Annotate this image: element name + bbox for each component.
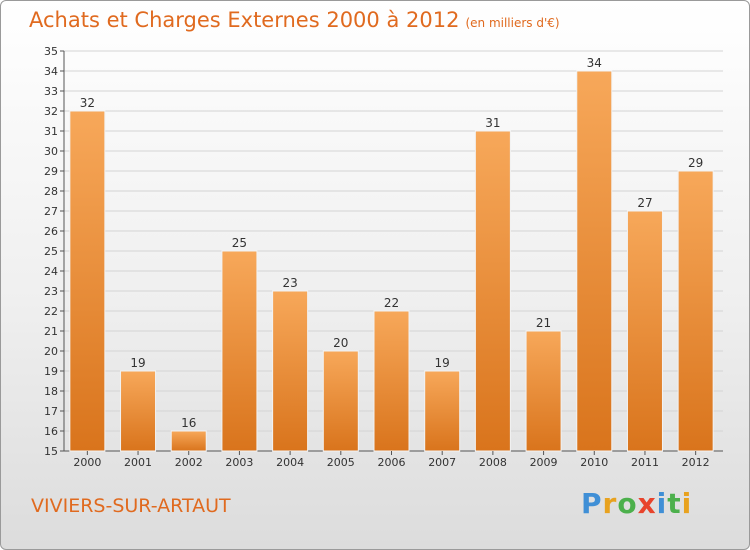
data-label-2002: 16 — [181, 416, 196, 430]
logo-letter: r — [602, 487, 618, 520]
y-tick-label: 25 — [44, 245, 58, 258]
data-label-2001: 19 — [130, 356, 145, 370]
bar-2004 — [272, 290, 309, 452]
y-tick-label: 29 — [44, 165, 58, 178]
x-tick-label-2010: 2010 — [580, 456, 608, 469]
data-label-2010: 34 — [587, 56, 602, 70]
logo-letter: t — [667, 487, 682, 520]
y-tick-label: 35 — [44, 45, 58, 58]
y-tick-label: 28 — [44, 185, 58, 198]
y-tick-label: 16 — [44, 425, 58, 438]
data-labels: 32 19 16 25 23 20 22 19 31 21 34 27 29 — [80, 56, 704, 430]
logo-letter: P — [581, 487, 603, 520]
logo-letter: o — [617, 487, 638, 520]
x-tick-label-2002: 2002 — [175, 456, 203, 469]
x-tick-labels: 2000 2001 2002 2003 2004 2005 2006 2007 2008 2009… — [73, 451, 710, 469]
logo-letter: i — [656, 487, 668, 520]
bar-2009 — [525, 330, 562, 452]
x-tick-label-2000: 2000 — [73, 456, 101, 469]
proxiti-logo: Proxiti — [581, 487, 692, 520]
logo-letter: x — [637, 487, 657, 520]
bar-2000 — [69, 110, 106, 452]
x-tick-label-2003: 2003 — [225, 456, 253, 469]
y-tick-label: 33 — [44, 85, 58, 98]
bar-2001 — [120, 370, 157, 452]
bars — [69, 70, 714, 452]
x-tick-label-2008: 2008 — [479, 456, 507, 469]
y-tick-label: 20 — [44, 345, 58, 358]
bar-2012 — [677, 170, 714, 452]
chart-title: Achats et Charges Externes 2000 à 2012 (e… — [29, 8, 560, 32]
data-label-2012: 29 — [688, 156, 703, 170]
bar-2010 — [576, 70, 613, 452]
bar-2005 — [322, 350, 359, 452]
x-tick-label-2006: 2006 — [378, 456, 406, 469]
x-tick-label-2005: 2005 — [327, 456, 355, 469]
data-label-2004: 23 — [282, 276, 297, 290]
y-tick-label: 22 — [44, 305, 58, 318]
bar-2011 — [626, 210, 663, 452]
y-tick-label: 21 — [44, 325, 58, 338]
y-tick-label: 17 — [44, 405, 58, 418]
y-tick-label: 18 — [44, 385, 58, 398]
y-tick-label: 19 — [44, 365, 58, 378]
bar-2003 — [221, 250, 258, 452]
data-label-2007: 19 — [435, 356, 450, 370]
x-tick-label-2011: 2011 — [631, 456, 659, 469]
chart-title-text: Achats et Charges Externes 2000 à 2012 — [29, 8, 460, 32]
data-label-2005: 20 — [333, 336, 348, 350]
y-tick-label: 31 — [44, 125, 58, 138]
data-label-2011: 27 — [637, 196, 652, 210]
y-tick-label: 15 — [44, 445, 58, 458]
data-label-2008: 31 — [485, 116, 500, 130]
y-tick-label: 24 — [44, 265, 58, 278]
chart-subtitle: (en milliers d'€) — [465, 16, 560, 30]
data-label-2006: 22 — [384, 296, 399, 310]
bar-2007 — [424, 370, 461, 452]
y-tick-label: 26 — [44, 225, 58, 238]
x-tick-label-2001: 2001 — [124, 456, 152, 469]
bar-2006 — [373, 310, 410, 452]
x-tick-label-2012: 2012 — [682, 456, 710, 469]
data-label-2003: 25 — [232, 236, 247, 250]
bar-2002 — [170, 430, 207, 452]
y-tick-label: 23 — [44, 285, 58, 298]
logo-letter: i — [681, 487, 693, 520]
y-tick-label: 34 — [44, 65, 58, 78]
y-tick-label: 27 — [44, 205, 58, 218]
y-tick-labels: 15 16 17 18 19 20 21 22 23 24 25 26 27 28 29 30 31 32 33 34… — [44, 45, 58, 458]
x-tick-label-2009: 2009 — [530, 456, 558, 469]
data-label-2000: 32 — [80, 96, 95, 110]
x-tick-label-2004: 2004 — [276, 456, 304, 469]
commune-name: VIVIERS-SUR-ARTAUT — [31, 495, 231, 517]
y-tick-label: 30 — [44, 145, 58, 158]
bar-2008 — [474, 130, 511, 452]
x-tick-label-2007: 2007 — [428, 456, 456, 469]
y-tick-label: 32 — [44, 105, 58, 118]
data-label-2009: 21 — [536, 316, 551, 330]
